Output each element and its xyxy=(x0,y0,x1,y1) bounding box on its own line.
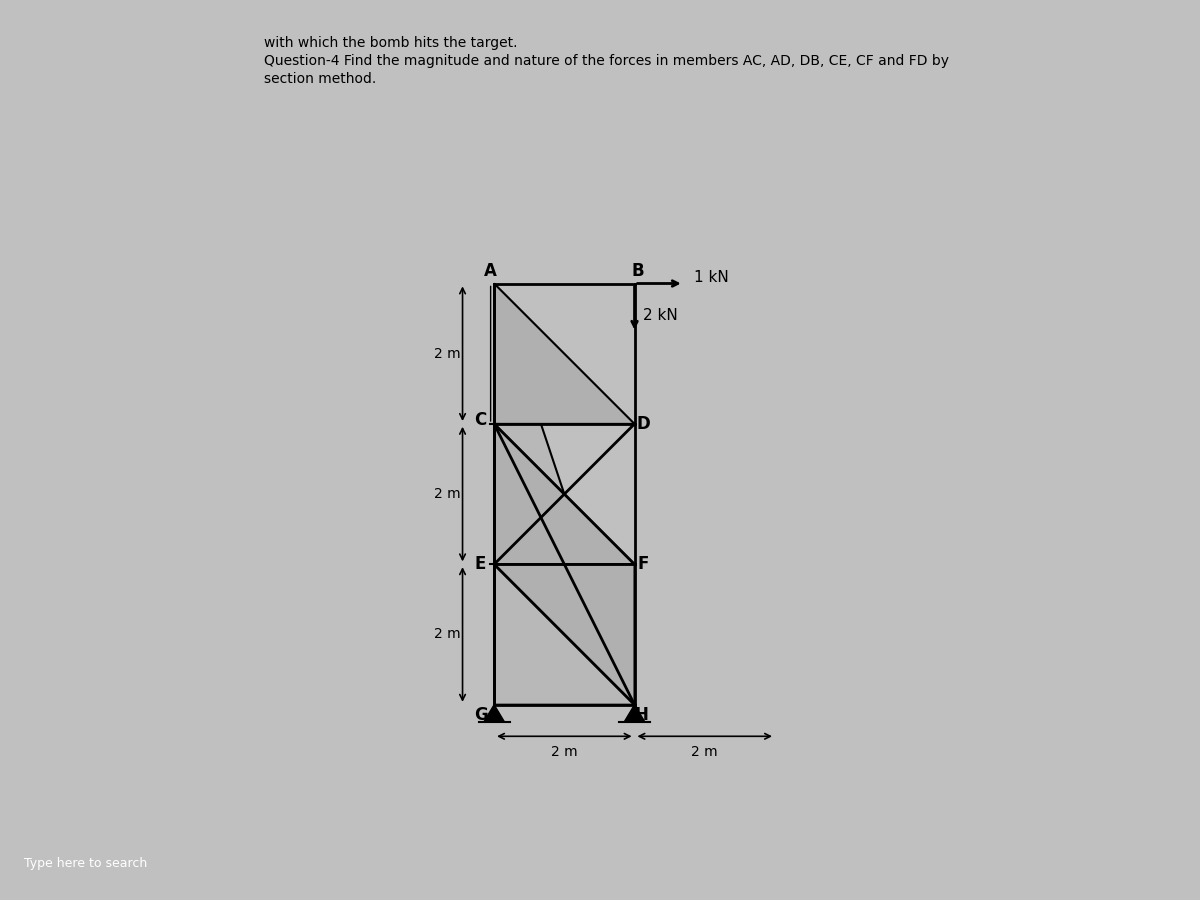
Text: B: B xyxy=(631,262,644,280)
Polygon shape xyxy=(624,705,646,722)
Polygon shape xyxy=(494,564,635,705)
Polygon shape xyxy=(494,284,635,705)
Text: with which the bomb hits the target.: with which the bomb hits the target. xyxy=(264,36,517,50)
Text: 1 kN: 1 kN xyxy=(695,270,728,285)
Text: 2 m: 2 m xyxy=(433,487,461,501)
Text: D: D xyxy=(636,415,650,433)
Text: Question-4 Find the magnitude and nature of the forces in members AC, AD, DB, CE: Question-4 Find the magnitude and nature… xyxy=(264,54,949,68)
Text: 2 m: 2 m xyxy=(551,744,577,759)
Text: H: H xyxy=(635,706,648,724)
Polygon shape xyxy=(494,284,635,424)
Text: F: F xyxy=(637,555,649,573)
Text: 2 m: 2 m xyxy=(691,744,718,759)
Polygon shape xyxy=(494,424,635,564)
Text: A: A xyxy=(484,262,497,280)
Polygon shape xyxy=(484,705,505,722)
Text: Type here to search: Type here to search xyxy=(24,858,148,870)
Text: 2 m: 2 m xyxy=(433,627,461,642)
Text: 2 m: 2 m xyxy=(433,346,461,361)
Text: E: E xyxy=(474,555,486,573)
Text: 2 kN: 2 kN xyxy=(643,308,678,322)
Text: G: G xyxy=(475,706,488,724)
Text: C: C xyxy=(474,411,486,429)
Text: section method.: section method. xyxy=(264,72,377,86)
